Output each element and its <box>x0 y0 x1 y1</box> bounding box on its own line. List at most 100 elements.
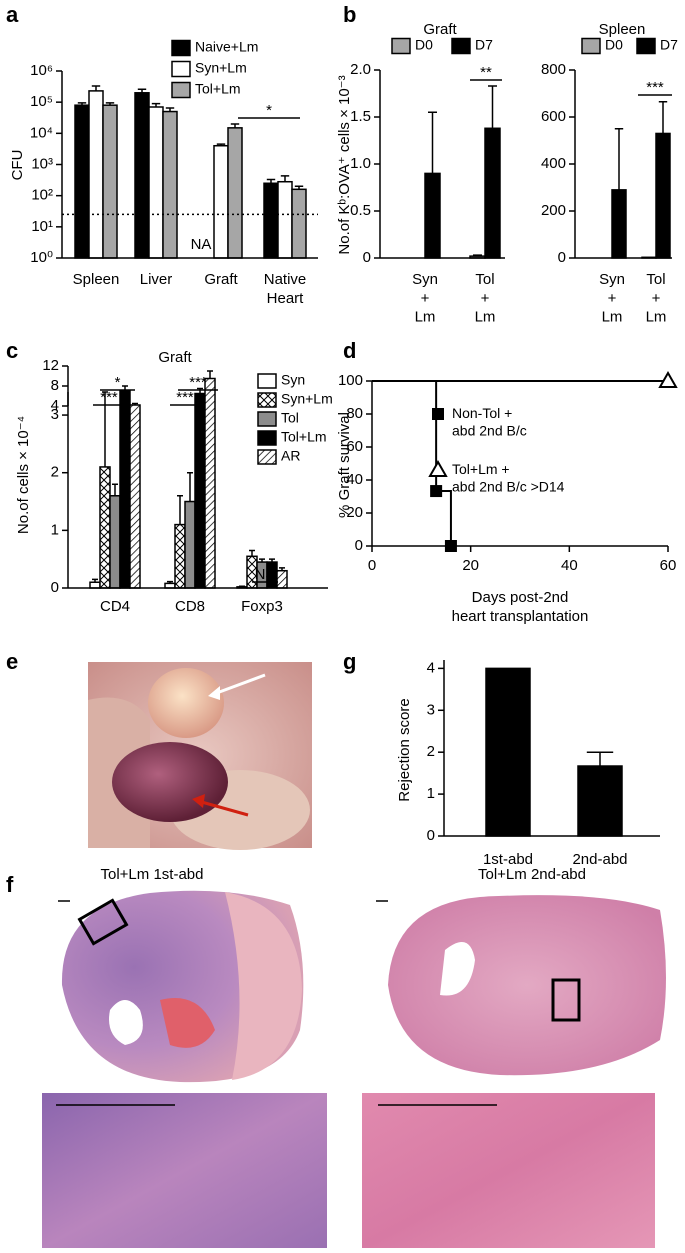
bar <box>129 404 141 589</box>
bar <box>99 466 111 589</box>
x-tick-label: Liver <box>140 271 173 288</box>
legend-swatch <box>171 39 191 57</box>
y-tick-label: 600 <box>541 108 566 125</box>
x-tick-label: 40 <box>561 557 578 574</box>
bar <box>174 523 186 589</box>
legend-label: Tol+Lm <box>281 429 327 445</box>
error-bar <box>294 185 304 190</box>
bar <box>484 127 501 259</box>
bar <box>89 581 101 589</box>
y-tick-label: 10⁶ <box>30 62 53 79</box>
error-bar <box>269 558 275 563</box>
significance-label: ** <box>480 64 492 81</box>
chart-title: Spleen <box>599 21 646 38</box>
legend-swatch <box>257 449 277 465</box>
bar <box>109 495 121 589</box>
legend-swatch <box>171 81 191 99</box>
error-bar <box>137 88 147 93</box>
y-axis-label: CFU <box>9 150 26 181</box>
y-tick-label: 10³ <box>31 155 53 172</box>
x-tick-label: 0 <box>368 557 376 574</box>
y-tick-label: 0.5 <box>350 202 371 219</box>
y-tick-label: 8 <box>51 377 59 394</box>
error-bar <box>165 107 175 112</box>
y-tick-label: 10⁴ <box>30 124 53 141</box>
x-tick-label: Syn + Lm <box>412 271 438 326</box>
error-bar <box>151 102 161 107</box>
y-tick-label: 80 <box>346 405 363 422</box>
legend-label: D7 <box>660 37 678 53</box>
bar <box>162 110 178 259</box>
error-bar <box>92 578 98 583</box>
x-tick-label: Tol + Lm <box>646 271 667 326</box>
error-bar <box>473 254 482 257</box>
y-axis-label: Rejection score <box>396 698 413 801</box>
error-bar <box>77 102 87 106</box>
panel-letter: f <box>6 872 14 897</box>
bar <box>194 392 206 589</box>
x-tick-label: Spleen <box>73 271 120 288</box>
y-tick-label: 2 <box>51 464 59 481</box>
bar <box>213 144 229 259</box>
bar <box>119 390 131 589</box>
significance-label: NS <box>255 566 276 583</box>
x-tick-label: Native Heart <box>264 271 307 307</box>
significance-label: *** <box>100 389 118 406</box>
bar <box>276 569 288 589</box>
legend-swatch <box>257 430 277 446</box>
error-bar <box>249 549 255 557</box>
legend-label: Tol+Lm + abd 2nd B/c >D14 <box>452 461 565 495</box>
x-tick-label: 60 <box>660 557 677 574</box>
marker <box>432 408 444 420</box>
legend-label: D0 <box>605 37 623 53</box>
x-tick-label: 2nd-abd <box>572 851 627 868</box>
y-tick-label: 0 <box>51 579 59 596</box>
legend-swatch <box>581 37 601 55</box>
error-bar <box>280 175 290 182</box>
y-tick-label: 2.0 <box>350 61 371 78</box>
marker <box>430 485 443 498</box>
significance-label: *** <box>189 374 207 391</box>
y-tick-label: 4 <box>427 659 435 676</box>
error-bar <box>91 85 101 91</box>
y-tick-label: 1 <box>427 785 435 802</box>
significance-label: * <box>266 102 272 119</box>
y-tick-label: 12 <box>42 357 59 374</box>
error-bar <box>239 585 245 588</box>
y-tick-label: 10¹ <box>31 218 53 235</box>
legend-label: D7 <box>475 37 493 53</box>
histology-image <box>42 890 666 1248</box>
y-axis-label: No.of cells × 10⁻⁴ <box>15 416 32 534</box>
y-tick-label: 0 <box>355 537 363 554</box>
legend-label: D0 <box>415 37 433 53</box>
photo <box>88 662 312 850</box>
error-bar <box>658 100 668 134</box>
error-bar <box>167 580 173 584</box>
x-axis-label: Days post-2nd heart transplantation <box>452 589 589 625</box>
significance-label: * <box>115 374 121 391</box>
bar <box>74 104 90 259</box>
chart-title: Graft <box>423 21 457 38</box>
error-bar <box>428 111 437 174</box>
bar <box>277 180 293 259</box>
error-bar <box>614 128 624 190</box>
legend-swatch <box>391 37 411 55</box>
panel-letter: d <box>343 338 356 363</box>
marker <box>428 459 448 477</box>
bar <box>424 172 441 259</box>
legend-label: Non-Tol + abd 2nd B/c <box>452 405 527 439</box>
y-tick-label: 800 <box>541 61 566 78</box>
error-bar <box>230 123 240 128</box>
error-bar <box>488 85 497 129</box>
legend-swatch <box>451 37 471 55</box>
x-tick-label: 20 <box>462 557 479 574</box>
y-tick-label: 1.5 <box>350 108 371 125</box>
histology-title: Tol+Lm 2nd-abd <box>478 866 586 883</box>
bar <box>485 667 531 837</box>
legend-label: Syn <box>281 372 305 388</box>
error-bar <box>132 402 138 405</box>
x-tick-label: Syn + Lm <box>599 271 625 326</box>
y-tick-label: 3 <box>427 701 435 718</box>
